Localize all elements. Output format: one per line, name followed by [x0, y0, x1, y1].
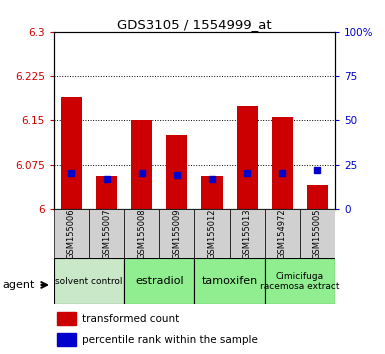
Text: transformed count: transformed count	[82, 314, 179, 324]
Bar	[124, 258, 194, 304]
Bar	[61, 97, 82, 209]
Bar	[229, 209, 265, 258]
Bar	[124, 209, 159, 258]
Text: percentile rank within the sample: percentile rank within the sample	[82, 335, 258, 345]
Bar	[96, 176, 117, 209]
Bar	[194, 258, 265, 304]
Bar	[201, 176, 223, 209]
Bar	[307, 185, 328, 209]
Text: GSM155007: GSM155007	[102, 208, 111, 259]
Text: estradiol: estradiol	[135, 276, 184, 286]
Text: GSM155008: GSM155008	[137, 208, 146, 259]
Title: GDS3105 / 1554999_at: GDS3105 / 1554999_at	[117, 18, 272, 31]
Bar	[131, 120, 152, 209]
Text: GSM155013: GSM155013	[243, 208, 252, 259]
Bar	[236, 105, 258, 209]
Text: tamoxifen: tamoxifen	[201, 276, 258, 286]
Bar	[57, 312, 76, 325]
Bar	[54, 258, 124, 304]
Bar	[272, 118, 293, 209]
Bar	[264, 209, 300, 258]
Bar	[54, 209, 89, 258]
Text: agent: agent	[2, 280, 34, 290]
Text: GSM155005: GSM155005	[313, 209, 322, 259]
Text: solvent control: solvent control	[55, 277, 123, 286]
Text: GSM155009: GSM155009	[172, 209, 181, 259]
Text: GSM154972: GSM154972	[278, 208, 287, 259]
Text: Cimicifuga
racemosa extract: Cimicifuga racemosa extract	[260, 272, 340, 291]
Bar	[159, 209, 194, 258]
Text: GSM155006: GSM155006	[67, 208, 76, 259]
Bar	[166, 135, 187, 209]
Bar	[89, 209, 124, 258]
Bar	[57, 333, 76, 346]
Bar	[300, 209, 335, 258]
Bar	[194, 209, 229, 258]
Text: GSM155012: GSM155012	[208, 209, 216, 259]
Bar	[264, 258, 335, 304]
